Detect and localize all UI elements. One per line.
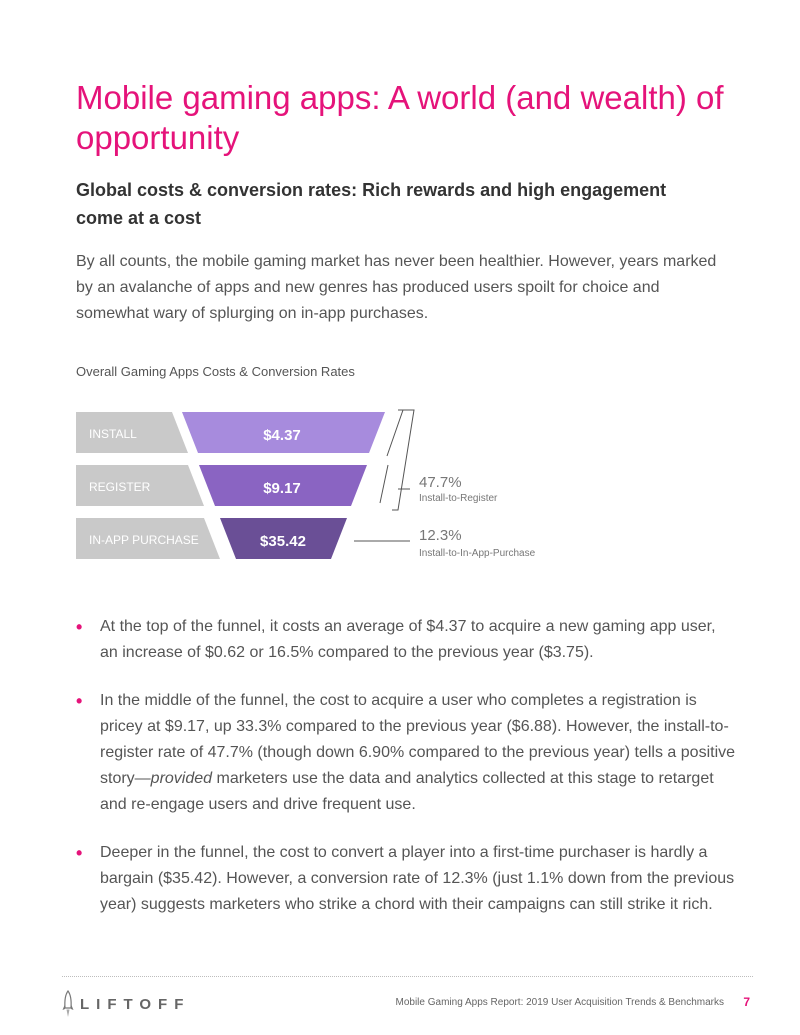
conversion-rate-iap: 12.3%	[419, 527, 462, 544]
stage-label-bg-register	[76, 465, 204, 506]
bullet-dot-icon: •	[76, 843, 83, 863]
page-number: 7	[743, 995, 750, 1009]
conversion-brackets	[354, 409, 415, 542]
chart-title: Overall Gaming Apps Costs & Conversion R…	[76, 364, 355, 379]
page-title: Mobile gaming apps: A world (and wealth)…	[76, 79, 724, 156]
conversion-label-iap: Install-to-In-App-Purchase	[419, 548, 536, 559]
stage-value-iap: $35.42	[260, 533, 306, 550]
bullet-item: • At the top of the funnel, it costs an …	[76, 614, 736, 666]
bullet-text-emphasis: provided	[150, 770, 213, 787]
conversion-rate-register: 47.7%	[419, 474, 462, 491]
bullet-item: • Deeper in the funnel, the cost to conv…	[76, 840, 736, 918]
bullet-text-after: marketers use the data and analytics col…	[100, 770, 714, 813]
funnel-bar-iap	[220, 518, 347, 559]
funnel-bar-install	[182, 412, 385, 453]
bullet-dot-icon: •	[76, 617, 83, 637]
bullet-dot-icon: •	[76, 691, 83, 711]
intro-paragraph: By all counts, the mobile gaming market …	[76, 253, 717, 322]
funnel-chart: INSTALL REGISTER IN-APP PURCHASE $4.37 $…	[76, 409, 536, 559]
stage-label-bg-install	[76, 412, 188, 453]
stage-label-register: REGISTER	[89, 480, 151, 494]
rocket-icon	[62, 990, 74, 1017]
bullet-item: • In the middle of the funnel, the cost …	[76, 688, 736, 818]
conversion-label-register: Install-to-Register	[419, 493, 498, 504]
logo-wordmark: LIFTOFF	[80, 995, 191, 1013]
bullet-text: At the top of the funnel, it costs an av…	[100, 618, 716, 661]
stage-label-install: INSTALL	[89, 427, 137, 441]
liftoff-logo: LIFTOFF	[62, 990, 190, 1018]
footer-divider	[62, 976, 753, 977]
stage-value-install: $4.37	[263, 427, 301, 444]
bullet-text-before: In the middle of the funnel, the cost to…	[100, 692, 736, 787]
stage-label-bg-iap	[76, 518, 220, 559]
section-subtitle: Global costs & conversion rates: Rich re…	[76, 180, 667, 228]
stage-value-register: $9.17	[263, 480, 301, 497]
footer-report-title: Mobile Gaming Apps Report: 2019 User Acq…	[395, 997, 725, 1008]
bullet-text: Deeper in the funnel, the cost to conver…	[100, 844, 735, 913]
funnel-bar-register	[199, 465, 367, 506]
bullet-list: • At the top of the funnel, it costs an …	[76, 614, 736, 940]
stage-label-iap: IN-APP PURCHASE	[89, 533, 199, 547]
